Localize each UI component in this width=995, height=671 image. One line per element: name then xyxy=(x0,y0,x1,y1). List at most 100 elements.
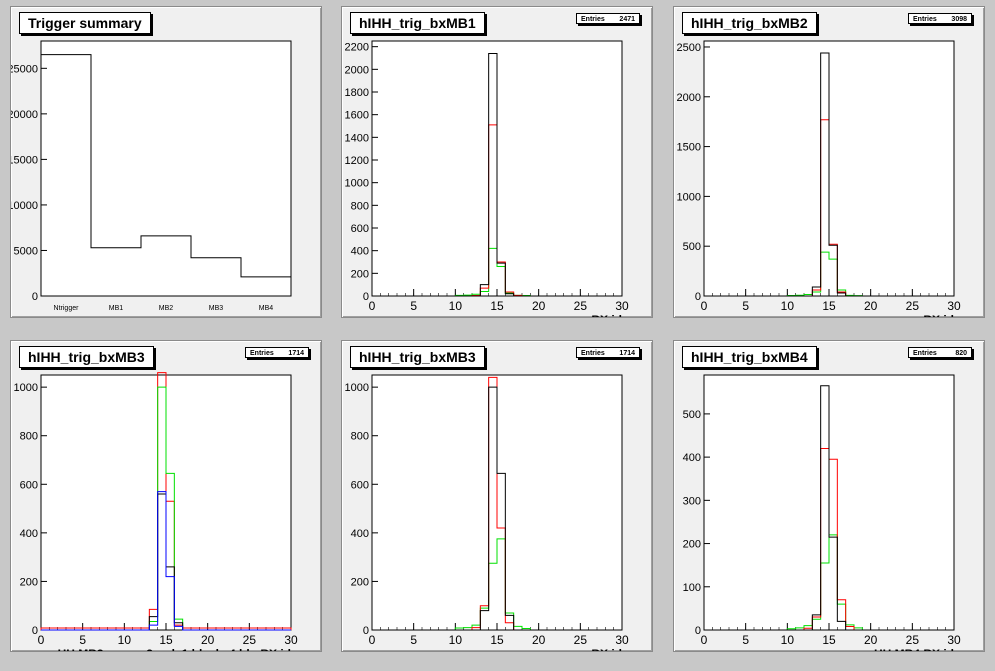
plot-frame xyxy=(40,40,292,297)
y-tick-label: 0 xyxy=(363,625,369,637)
y-tick-label: 200 xyxy=(683,539,701,551)
x-tick-label: 10 xyxy=(118,633,132,647)
histogram-title: Trigger summary xyxy=(19,12,151,34)
x-tick-label: 5 xyxy=(410,299,417,313)
x-tick-label: 15 xyxy=(490,299,504,313)
y-tick-label: 1800 xyxy=(345,87,369,99)
y-tick-label: 800 xyxy=(20,431,38,443)
y-tick-label: 1000 xyxy=(345,382,369,394)
y-tick-label: 2200 xyxy=(345,42,369,54)
stats-entries-value: 2471 xyxy=(619,16,635,23)
stats-box: Entries 1714 xyxy=(576,347,640,358)
y-tick-label: 600 xyxy=(351,223,369,235)
x-tick-label: 0 xyxy=(38,633,45,647)
y-tick-label: 600 xyxy=(351,479,369,491)
plot-svg: 0 500 1000 1500 2000 2500 0 5 10 15 20 25 30BX id xyxy=(677,40,961,317)
stats-box: Entries 1714 xyxy=(245,347,309,358)
plot-svg: 0 200 400 600 800 1000 0 5 10 15 20 25 30BX id xyxy=(345,374,629,652)
y-tick-label: 0 xyxy=(695,291,701,303)
x-tick-label: 5 xyxy=(410,633,417,647)
histogram-series xyxy=(41,491,291,631)
x-tick-label: 25 xyxy=(906,299,920,313)
y-tick-label: 1400 xyxy=(345,132,369,144)
y-tick-label: 200 xyxy=(20,576,38,588)
y-tick-label: 0 xyxy=(695,625,701,637)
x-tick-label: 0 xyxy=(701,633,708,647)
stats-entries-label: Entries xyxy=(581,16,605,23)
x-tick-label: 15 xyxy=(822,633,836,647)
y-tick-label: 400 xyxy=(20,528,38,540)
histogram-title: hIHH_trig_bxMB2 xyxy=(682,12,817,34)
summary-histogram xyxy=(40,54,292,296)
y-tick-label: 5000 xyxy=(14,245,38,257)
y-tick-label: 2500 xyxy=(677,42,701,54)
category-label: MB1 xyxy=(109,305,124,312)
x-tick-label: 20 xyxy=(532,299,546,313)
stats-box: Entries 3098 xyxy=(908,13,972,24)
y-tick-label: 100 xyxy=(683,582,701,594)
stats-box: Entries 820 xyxy=(908,347,972,358)
histogram-pad[interactable]: 0 200 400 600 800 1000 1200 1400 1600 1800 2000 220… xyxy=(341,6,653,318)
stats-entries-label: Entries xyxy=(913,350,937,357)
category-label: MB4 xyxy=(259,305,274,312)
y-tick-label: 15000 xyxy=(11,154,38,166)
x-tick-label: 15 xyxy=(159,633,173,647)
x-axis-title: HH MB3 green ,2 red, 1 black, 4 blu BX i… xyxy=(58,647,291,652)
histogram-series xyxy=(372,52,622,297)
x-axis-title: BX id xyxy=(591,313,622,318)
x-tick-label: 0 xyxy=(369,633,376,647)
category-label: Ntrigger xyxy=(54,305,80,312)
histogram-pad[interactable]: 0 500 1000 1500 2000 2500 0 5 10 15 20 25 30BX id hIH… xyxy=(673,6,985,318)
x-tick-label: 5 xyxy=(742,633,749,647)
x-tick-label: 10 xyxy=(781,633,795,647)
x-tick-label: 20 xyxy=(864,633,878,647)
x-tick-label: 0 xyxy=(369,299,376,313)
x-tick-label: 10 xyxy=(449,299,463,313)
stats-box: Entries 2471 xyxy=(576,13,640,24)
y-tick-label: 0 xyxy=(32,625,38,637)
stats-entries-label: Entries xyxy=(581,350,605,357)
histogram-title: hIHH_trig_bxMB3 xyxy=(350,346,485,368)
y-tick-label: 1200 xyxy=(345,155,369,167)
x-tick-label: 25 xyxy=(574,299,588,313)
y-tick-label: 1000 xyxy=(14,382,38,394)
x-tick-label: 20 xyxy=(532,633,546,647)
stats-entries-label: Entries xyxy=(250,350,274,357)
x-tick-label: 15 xyxy=(490,633,504,647)
x-tick-label: 20 xyxy=(864,299,878,313)
histogram-series xyxy=(372,386,622,631)
x-axis-title: BX id xyxy=(591,647,622,652)
x-axis-title: HH MB4 BX id xyxy=(874,647,954,652)
y-tick-label: 300 xyxy=(683,495,701,507)
y-tick-label: 600 xyxy=(20,479,38,491)
x-tick-label: 15 xyxy=(822,299,836,313)
x-tick-label: 30 xyxy=(284,633,298,647)
histogram-title: hIHH_trig_bxMB3 xyxy=(19,346,154,368)
y-tick-label: 500 xyxy=(683,241,701,253)
y-tick-label: 1000 xyxy=(345,178,369,190)
y-tick-label: 400 xyxy=(351,246,369,258)
x-tick-label: 25 xyxy=(906,633,920,647)
histogram-pad[interactable]: 0 200 400 600 800 1000 0 5 10 15 20 25 30HH MB3 gree… xyxy=(10,340,322,652)
histogram-pad[interactable]: 0 100 200 300 400 500 0 5 10 15 20 25 30HH MB4 BX id… xyxy=(673,340,985,652)
x-tick-label: 30 xyxy=(615,633,629,647)
x-tick-label: 10 xyxy=(781,299,795,313)
category-label: MB3 xyxy=(209,305,224,312)
x-tick-label: 5 xyxy=(742,299,749,313)
histogram-series xyxy=(704,385,954,631)
plot-svg: 0 200 400 600 800 1000 0 5 10 15 20 25 30HH MB3 gree… xyxy=(14,372,298,652)
y-tick-label: 1000 xyxy=(677,191,701,203)
category-label: MB2 xyxy=(159,305,174,312)
histogram-pad[interactable]: 0 200 400 600 800 1000 0 5 10 15 20 25 30BX id hIHH_t… xyxy=(341,340,653,652)
x-tick-label: 20 xyxy=(201,633,215,647)
plot-svg: 0 100 200 300 400 500 0 5 10 15 20 25 30HH MB4 BX id xyxy=(683,374,961,652)
stats-entries-value: 1714 xyxy=(619,350,635,357)
y-tick-label: 200 xyxy=(351,268,369,280)
x-tick-label: 30 xyxy=(947,633,961,647)
y-tick-label: 400 xyxy=(351,528,369,540)
x-tick-label: 10 xyxy=(449,633,463,647)
stats-entries-value: 3098 xyxy=(951,16,967,23)
x-tick-label: 25 xyxy=(243,633,257,647)
